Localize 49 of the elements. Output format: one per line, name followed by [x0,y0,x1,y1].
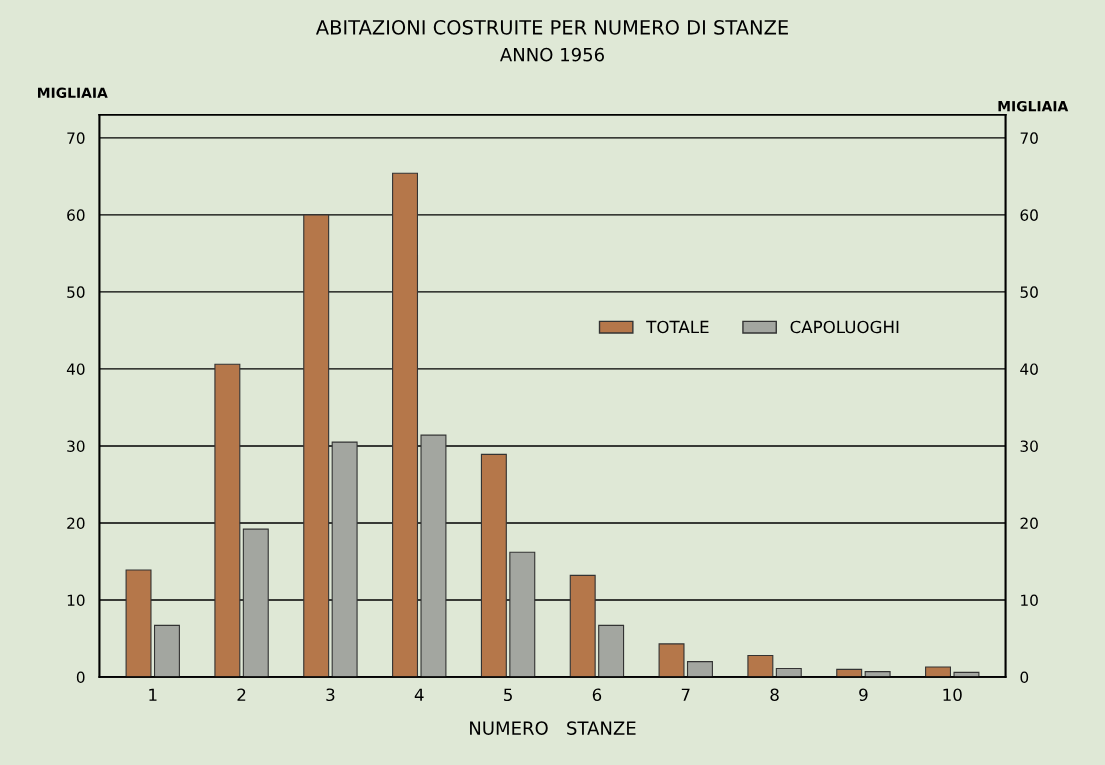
y-tick-label: 60 [67,209,85,221]
chart-title: ABITAZIONI COSTRUITE PER NUMERO DI STANZE [315,19,788,35]
y-tick-label: 40 [66,363,85,375]
y-tick-label: 70 [67,132,85,144]
y2-tick-label: 30 [1020,440,1038,452]
bar [392,172,419,678]
bar [153,624,180,678]
x-tick-label: 4 [414,688,424,701]
bar [303,214,330,678]
y-tick-label: 50 [67,286,85,298]
legend-label: CAPOLUOGHI [790,320,899,334]
y2-tick-label: 20 [1020,517,1038,529]
x-tick-label: 3 [326,688,335,702]
y-tick-label: 0 [76,671,85,684]
x-tick-label: 1 [149,688,157,701]
bar [125,569,152,678]
bar [747,654,774,678]
x-tick-label: 7 [681,688,690,701]
y2-tick-label: 70 [1020,132,1038,144]
bar [509,551,536,678]
bar [242,528,269,678]
chart-subtitle: ANNO 1956 [500,47,604,62]
y2-tick-label: 60 [1020,209,1038,221]
bar [598,624,625,678]
bar [420,434,447,678]
x-tick-label: 5 [504,688,512,702]
bar [331,441,358,678]
y2-tick-label: 40 [1020,363,1038,375]
y2-tick-label: 0 [1020,671,1029,684]
x-tick-label: 9 [859,688,868,702]
y2-axis-title: MIGLIAIA [998,100,1069,112]
y2-tick-label: 50 [1020,286,1038,298]
y2-tick-label: 10 [1021,594,1038,607]
x-tick-label: 6 [592,688,602,702]
legend-label: TOTALE [646,320,709,334]
bar [658,643,685,678]
bar [214,363,241,678]
y-axis-title: MIGLIAIA [38,87,108,98]
y-tick-label: 30 [67,440,85,452]
x-tick-label: 10 [943,688,962,702]
bar [480,453,507,678]
x-tick-label: 8 [770,688,779,702]
bar [686,661,713,678]
bar [569,574,596,678]
x-tick-label: 2 [237,688,246,701]
x-axis-title: NUMERO STANZE [470,721,636,735]
y-tick-label: 10 [67,594,85,607]
y-tick-label: 20 [67,517,85,529]
bar [925,666,952,678]
